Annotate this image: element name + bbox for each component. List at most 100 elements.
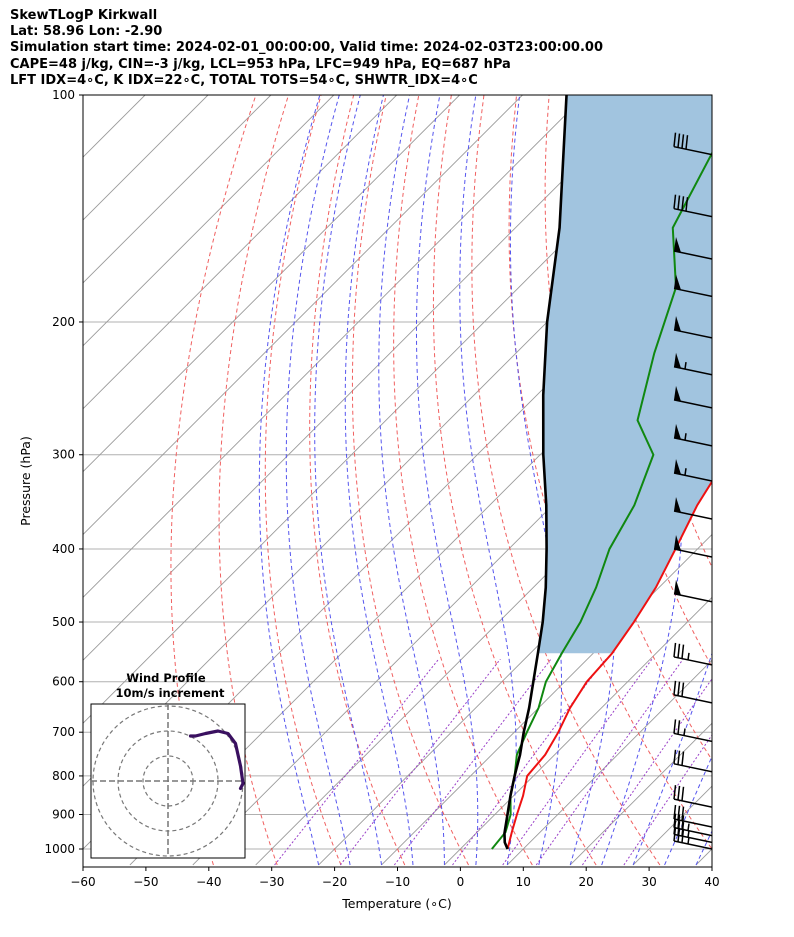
wind-barb bbox=[673, 458, 712, 482]
sounding-profiles bbox=[491, 95, 712, 850]
mixing-ratio-line bbox=[535, 658, 684, 866]
moist-adiabat bbox=[344, 95, 414, 866]
moist-adiabat bbox=[632, 651, 712, 866]
moist-adiabat bbox=[459, 95, 517, 866]
isotherm-line bbox=[255, 408, 712, 866]
isotherm-line bbox=[83, 95, 586, 599]
dry-adiabat bbox=[508, 95, 712, 850]
hodograph-trace bbox=[188, 729, 245, 791]
wind-barb bbox=[673, 579, 712, 603]
wind-barb bbox=[673, 274, 712, 298]
wind-barb bbox=[673, 352, 712, 376]
isotherm-line bbox=[83, 95, 272, 284]
mixing-ratio-line bbox=[502, 658, 653, 866]
dry-adiabats bbox=[170, 95, 794, 866]
hodograph-subtitle: 10m/s increment bbox=[116, 686, 225, 700]
chart-header: SkewTLogP Kirkwall Lat: 58.96 Lon: -2.90… bbox=[10, 8, 603, 89]
wind-barb bbox=[673, 315, 712, 339]
dry-adiabat bbox=[471, 95, 661, 866]
dry-adiabat bbox=[432, 95, 597, 866]
moist-adiabat bbox=[285, 95, 351, 866]
wind-barb bbox=[673, 423, 712, 447]
dry-adiabat bbox=[711, 95, 712, 102]
isotherm-line bbox=[83, 95, 649, 661]
mixing-ratio-line bbox=[582, 677, 712, 866]
y-tick-label: 200 bbox=[52, 315, 75, 329]
hodograph-title: Wind Profile bbox=[126, 671, 206, 685]
isotherm-line bbox=[759, 95, 794, 865]
moist-adiabat bbox=[258, 95, 321, 866]
moist-adiabat bbox=[314, 95, 383, 866]
wind-barb bbox=[673, 804, 712, 828]
y-tick-label: 600 bbox=[52, 675, 75, 689]
dry-adiabat bbox=[393, 95, 533, 866]
wind-barb bbox=[673, 132, 712, 156]
y-tick-label: 800 bbox=[52, 769, 75, 783]
wind-barb bbox=[673, 385, 712, 409]
wind-barb bbox=[673, 749, 712, 773]
x-axis-ticks: −60 −50 −40 −30 −20 −10 0 10 20 30 40 bbox=[70, 867, 720, 889]
stability-indices-line2: LFT IDX=4∘C, K IDX=22∘C, TOTAL TOTS=54∘C… bbox=[10, 72, 478, 88]
dry-adiabat bbox=[777, 95, 794, 865]
wind-barb bbox=[673, 719, 712, 743]
x-tick-label: 30 bbox=[641, 875, 656, 889]
isotherm-line bbox=[381, 533, 712, 866]
y-tick-label: 300 bbox=[52, 448, 75, 462]
parcel-profile bbox=[503, 95, 568, 850]
moist-adiabat bbox=[415, 95, 479, 866]
mixing-ratio-line bbox=[339, 658, 501, 866]
cape-shading bbox=[537, 95, 712, 654]
isotherm-line bbox=[83, 95, 523, 536]
x-tick-label: −20 bbox=[322, 875, 347, 889]
y-tick-label: 900 bbox=[52, 807, 75, 821]
cape-area bbox=[537, 95, 712, 654]
mixing-ratio-line bbox=[623, 734, 712, 866]
moist-adiabat bbox=[378, 95, 445, 865]
isotherm-line bbox=[83, 95, 460, 473]
isotherm-line bbox=[507, 659, 712, 866]
isotherm-line bbox=[444, 596, 712, 866]
wind-barbs bbox=[673, 132, 712, 850]
wind-barb bbox=[673, 813, 712, 837]
x-tick-label: 10 bbox=[516, 875, 531, 889]
stability-indices-line1: CAPE=48 j/kg, CIN=-3 j/kg, LCL=953 hPa, … bbox=[10, 56, 511, 72]
station-title: SkewTLogP Kirkwall bbox=[10, 8, 158, 23]
dry-adiabat bbox=[309, 95, 406, 866]
wind-barb bbox=[673, 785, 712, 808]
wind-barb bbox=[673, 535, 712, 558]
x-axis-label: Temperature (∘C) bbox=[341, 896, 451, 911]
x-tick-label: 0 bbox=[457, 875, 465, 889]
mixing-ratio-line bbox=[274, 658, 440, 866]
temperature-profile bbox=[506, 479, 712, 850]
wind-barb bbox=[673, 680, 712, 704]
simulation-times: Simulation start time: 2024-02-01_00:00:… bbox=[10, 40, 603, 56]
isotherm-line bbox=[569, 722, 712, 866]
y-tick-label: 500 bbox=[52, 615, 75, 629]
dry-adiabat bbox=[351, 95, 469, 866]
x-tick-label: 20 bbox=[579, 875, 594, 889]
y-axis-label: Pressure (hPa) bbox=[18, 436, 33, 526]
x-tick-label: −60 bbox=[70, 875, 95, 889]
dry-adiabat bbox=[264, 95, 342, 866]
station-coordinates: Lat: 58.96 Lon: -2.90 bbox=[10, 24, 163, 40]
x-tick-label: −40 bbox=[196, 875, 221, 889]
wind-barb bbox=[673, 194, 712, 218]
moist-adiabat bbox=[664, 755, 712, 866]
y-tick-label: 100 bbox=[52, 88, 75, 102]
dry-adiabat bbox=[218, 95, 289, 866]
wind-barb bbox=[673, 642, 712, 666]
x-tick-label: −50 bbox=[133, 875, 158, 889]
y-tick-label: 400 bbox=[52, 542, 75, 556]
hodograph-inset: Wind Profile 10m/s increment bbox=[90, 671, 246, 859]
moist-adiabat bbox=[509, 95, 563, 866]
wind-barb bbox=[673, 496, 712, 520]
wind-barb bbox=[673, 236, 712, 260]
isotherm-line bbox=[129, 282, 712, 866]
moist-adiabats bbox=[258, 95, 712, 866]
y-axis-ticks: 100 200 300 400 500 600 700 800 900 1000 bbox=[44, 88, 83, 856]
x-tick-label: −10 bbox=[385, 875, 410, 889]
x-tick-label: 40 bbox=[704, 875, 719, 889]
isotherm-line bbox=[83, 95, 398, 410]
y-tick-label: 700 bbox=[52, 725, 75, 739]
